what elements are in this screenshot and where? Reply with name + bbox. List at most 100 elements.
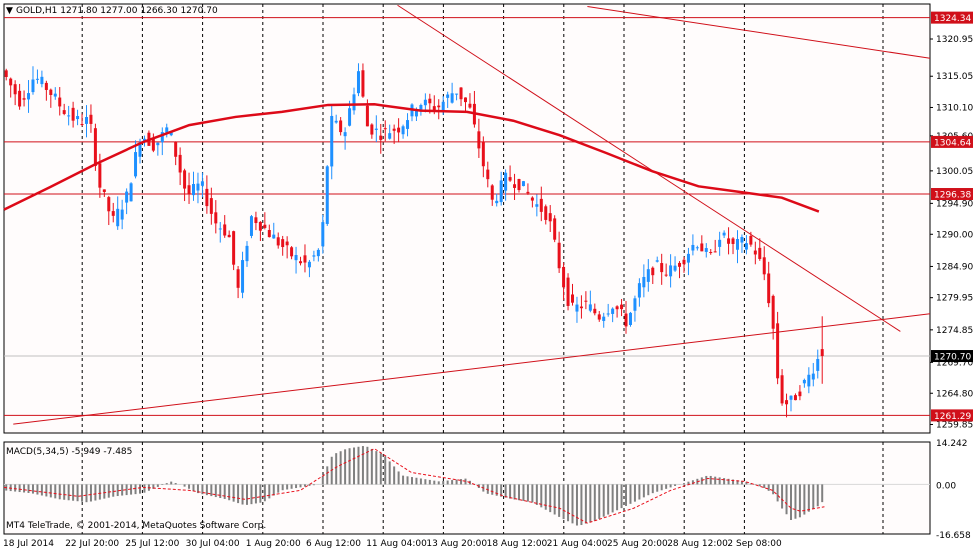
- candle-body: [428, 98, 432, 104]
- candle-body: [84, 117, 88, 124]
- macd-axis-label: -16.658: [936, 531, 971, 541]
- candle-body: [397, 127, 401, 133]
- candle-body: [401, 126, 405, 135]
- candle-body: [116, 208, 120, 227]
- candle-body: [76, 116, 80, 120]
- candle-body: [290, 247, 294, 257]
- candle-body: [695, 247, 699, 249]
- candle-body: [486, 169, 490, 180]
- candle-body: [281, 239, 285, 248]
- candle-body: [236, 269, 240, 288]
- candle-body: [40, 76, 44, 85]
- candle-body: [285, 241, 289, 246]
- candle-body: [44, 82, 48, 90]
- price-axis-label: 1264.80: [936, 389, 973, 399]
- candle-body: [312, 255, 316, 257]
- price-axis-label: 1259.85: [936, 420, 973, 430]
- price-tag-box: [931, 350, 973, 363]
- candle-body: [753, 250, 757, 255]
- candle-body: [356, 71, 360, 94]
- candle-body: [13, 84, 17, 95]
- macd-axis-label: 14.242: [936, 439, 968, 449]
- candle-body: [93, 128, 97, 166]
- candle-body: [67, 115, 71, 117]
- time-axis-label: 18 Jul 2014: [3, 539, 54, 549]
- candle-body: [294, 255, 298, 261]
- collapse-arrow-icon[interactable]: ▼: [6, 6, 13, 16]
- candle-body: [780, 375, 784, 404]
- time-axis-label: 13 Aug 20:00: [426, 539, 487, 549]
- candle-body: [722, 232, 726, 236]
- price-axis-label: 1310.10: [936, 103, 973, 113]
- candle-body: [18, 90, 22, 107]
- price-tag-label: 1324.34: [934, 14, 971, 24]
- time-axis-label: 1 Aug 20:00: [246, 539, 301, 549]
- candle-body: [758, 247, 762, 259]
- price-axis-label: 1290.00: [936, 230, 973, 240]
- price-tag-label: 1270.70: [934, 353, 971, 363]
- symbol-ohlc-label: GOLD,H1 1271.80 1277.00 1266.30 1270.70: [16, 6, 218, 16]
- candle-body: [713, 251, 717, 253]
- candle-body: [370, 124, 374, 135]
- candle-body: [686, 253, 690, 263]
- candle-body: [499, 180, 503, 203]
- candle-body: [27, 93, 31, 100]
- candle-body: [450, 93, 454, 103]
- candle-body: [735, 239, 739, 250]
- candle-body: [455, 93, 459, 95]
- candle-body: [793, 395, 797, 401]
- candle-body: [588, 304, 592, 311]
- candle-body: [811, 373, 815, 380]
- candle-body: [463, 97, 467, 103]
- macd-signal-line: [3, 448, 825, 524]
- candle-body: [530, 197, 534, 201]
- candle-body: [584, 300, 588, 302]
- candle-body: [535, 204, 539, 207]
- candle-body: [414, 109, 418, 117]
- candle-body: [423, 99, 427, 106]
- candle-body: [200, 181, 204, 186]
- candle-body: [334, 120, 338, 123]
- candle-body: [58, 97, 62, 107]
- candle-body: [379, 135, 383, 140]
- candle-body: [276, 237, 280, 246]
- candle-body: [481, 141, 485, 167]
- candle-body: [762, 257, 766, 275]
- candle-body: [156, 142, 160, 146]
- candle-body: [307, 261, 311, 268]
- candle-body: [557, 242, 561, 269]
- candle-body: [232, 231, 236, 265]
- candle-body: [183, 170, 187, 189]
- candle-body: [134, 152, 138, 177]
- candle-body: [165, 127, 169, 133]
- candle-body: [459, 87, 463, 100]
- candle-body: [767, 273, 771, 304]
- candle-body: [678, 262, 682, 267]
- candle-body: [35, 78, 39, 80]
- price-tag-label: 1261.29: [934, 412, 971, 422]
- candle-body: [633, 298, 637, 311]
- candle-body: [468, 103, 472, 108]
- candle-body: [138, 142, 142, 157]
- candle-body: [406, 120, 410, 129]
- candle-body: [187, 185, 191, 195]
- candle-body: [263, 224, 267, 228]
- price-axis-label: 1300.05: [936, 167, 973, 177]
- time-axis-label: 18 Aug 12:00: [487, 539, 548, 549]
- trend-line: [397, 4, 901, 332]
- candle-body: [49, 89, 53, 95]
- candle-body: [419, 105, 423, 110]
- candle-body: [816, 358, 820, 371]
- macd-panel: [3, 441, 931, 535]
- candle-body: [299, 261, 303, 264]
- candle-body: [31, 79, 35, 93]
- candle-body: [80, 123, 84, 125]
- candle-body: [673, 265, 677, 271]
- candle-body: [339, 120, 343, 133]
- candle-body: [539, 198, 543, 212]
- time-axis-label: 2 Sep 08:00: [727, 539, 782, 549]
- macd-label: MACD(5,34,5) -5.949 -7.485: [6, 447, 132, 457]
- candle-body: [71, 107, 75, 121]
- candle-body: [316, 249, 320, 257]
